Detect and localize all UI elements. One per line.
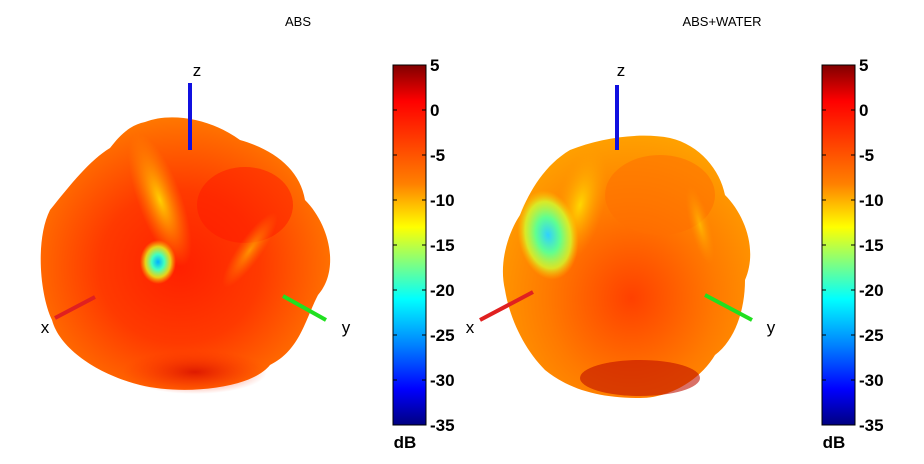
y-axis-line-abs-water <box>704 293 753 322</box>
colorbar-tick-label-abs-water: 5 <box>859 56 868 75</box>
colorbar-tick-label-abs-water: -10 <box>859 191 884 210</box>
colorbar-tick-label-abs: -20 <box>430 281 455 300</box>
z-axis-label-abs: z <box>193 61 202 80</box>
colorbar-abs: 5 0 -5 -10 -15 -20 -25 -30 -35 dB <box>392 56 455 452</box>
x-axis-line-abs-water <box>479 290 534 322</box>
colorbar-tick-label-abs: 5 <box>430 56 439 75</box>
colorbar-tick-label-abs: -15 <box>430 236 455 255</box>
panel-abs-water: ABS+WATER z y x 5 0 -5 -10 -15 -20 -25 -30 -35 d… <box>466 14 884 452</box>
radiation-pattern-surface-abs-water <box>502 135 751 398</box>
colorbar-tick-label-abs-water: -25 <box>859 326 884 345</box>
colorbar-gradient-abs-water <box>821 64 856 426</box>
colorbar-tick-label-abs-water: -30 <box>859 371 884 390</box>
colorbar-tick-label-abs: -35 <box>430 416 455 435</box>
panel-title-abs-water: ABS+WATER <box>682 14 761 29</box>
y-axis-line-abs <box>282 294 327 322</box>
x-axis-label-abs: x <box>41 318 50 337</box>
y-axis-label-abs-water: y <box>767 318 776 337</box>
colorbar-tick-label-abs-water: -5 <box>859 146 874 165</box>
colorbar-tick-label-abs-water: -15 <box>859 236 884 255</box>
x-axis-line-abs <box>54 295 96 320</box>
colorbar-tick-label-abs-water: -35 <box>859 416 884 435</box>
z-axis-label-abs-water: z <box>617 61 626 80</box>
x-axis-label-abs-water: x <box>466 318 475 337</box>
colorbar-tick-label-abs: -30 <box>430 371 455 390</box>
colorbar-abs-water: 5 0 -5 -10 -15 -20 -25 -30 -35 dB <box>821 56 884 452</box>
panel-title-abs: ABS <box>285 14 311 29</box>
colorbar-ticks-abs: 5 0 -5 -10 -15 -20 -25 -30 -35 <box>393 56 455 435</box>
colorbar-ticks-abs-water: 5 0 -5 -10 -15 -20 -25 -30 -35 <box>822 56 884 435</box>
colorbar-tick-label-abs: 0 <box>430 101 439 120</box>
panel-abs: ABS z y x 5 0 -5 -10 -15 -20 -25 -30 -35 dB <box>40 14 455 452</box>
colorbar-tick-label-abs: -5 <box>430 146 445 165</box>
colorbar-unit-abs-water: dB <box>823 433 846 452</box>
colorbar-tick-label-abs: -10 <box>430 191 455 210</box>
colorbar-tick-label-abs: -25 <box>430 326 455 345</box>
colorbar-tick-label-abs-water: 0 <box>859 101 868 120</box>
colorbar-gradient-abs <box>392 64 427 426</box>
radiation-pattern-surface-abs <box>40 117 331 394</box>
colorbar-unit-abs: dB <box>394 433 417 452</box>
y-axis-label-abs: y <box>342 318 351 337</box>
colorbar-tick-label-abs-water: -20 <box>859 281 884 300</box>
